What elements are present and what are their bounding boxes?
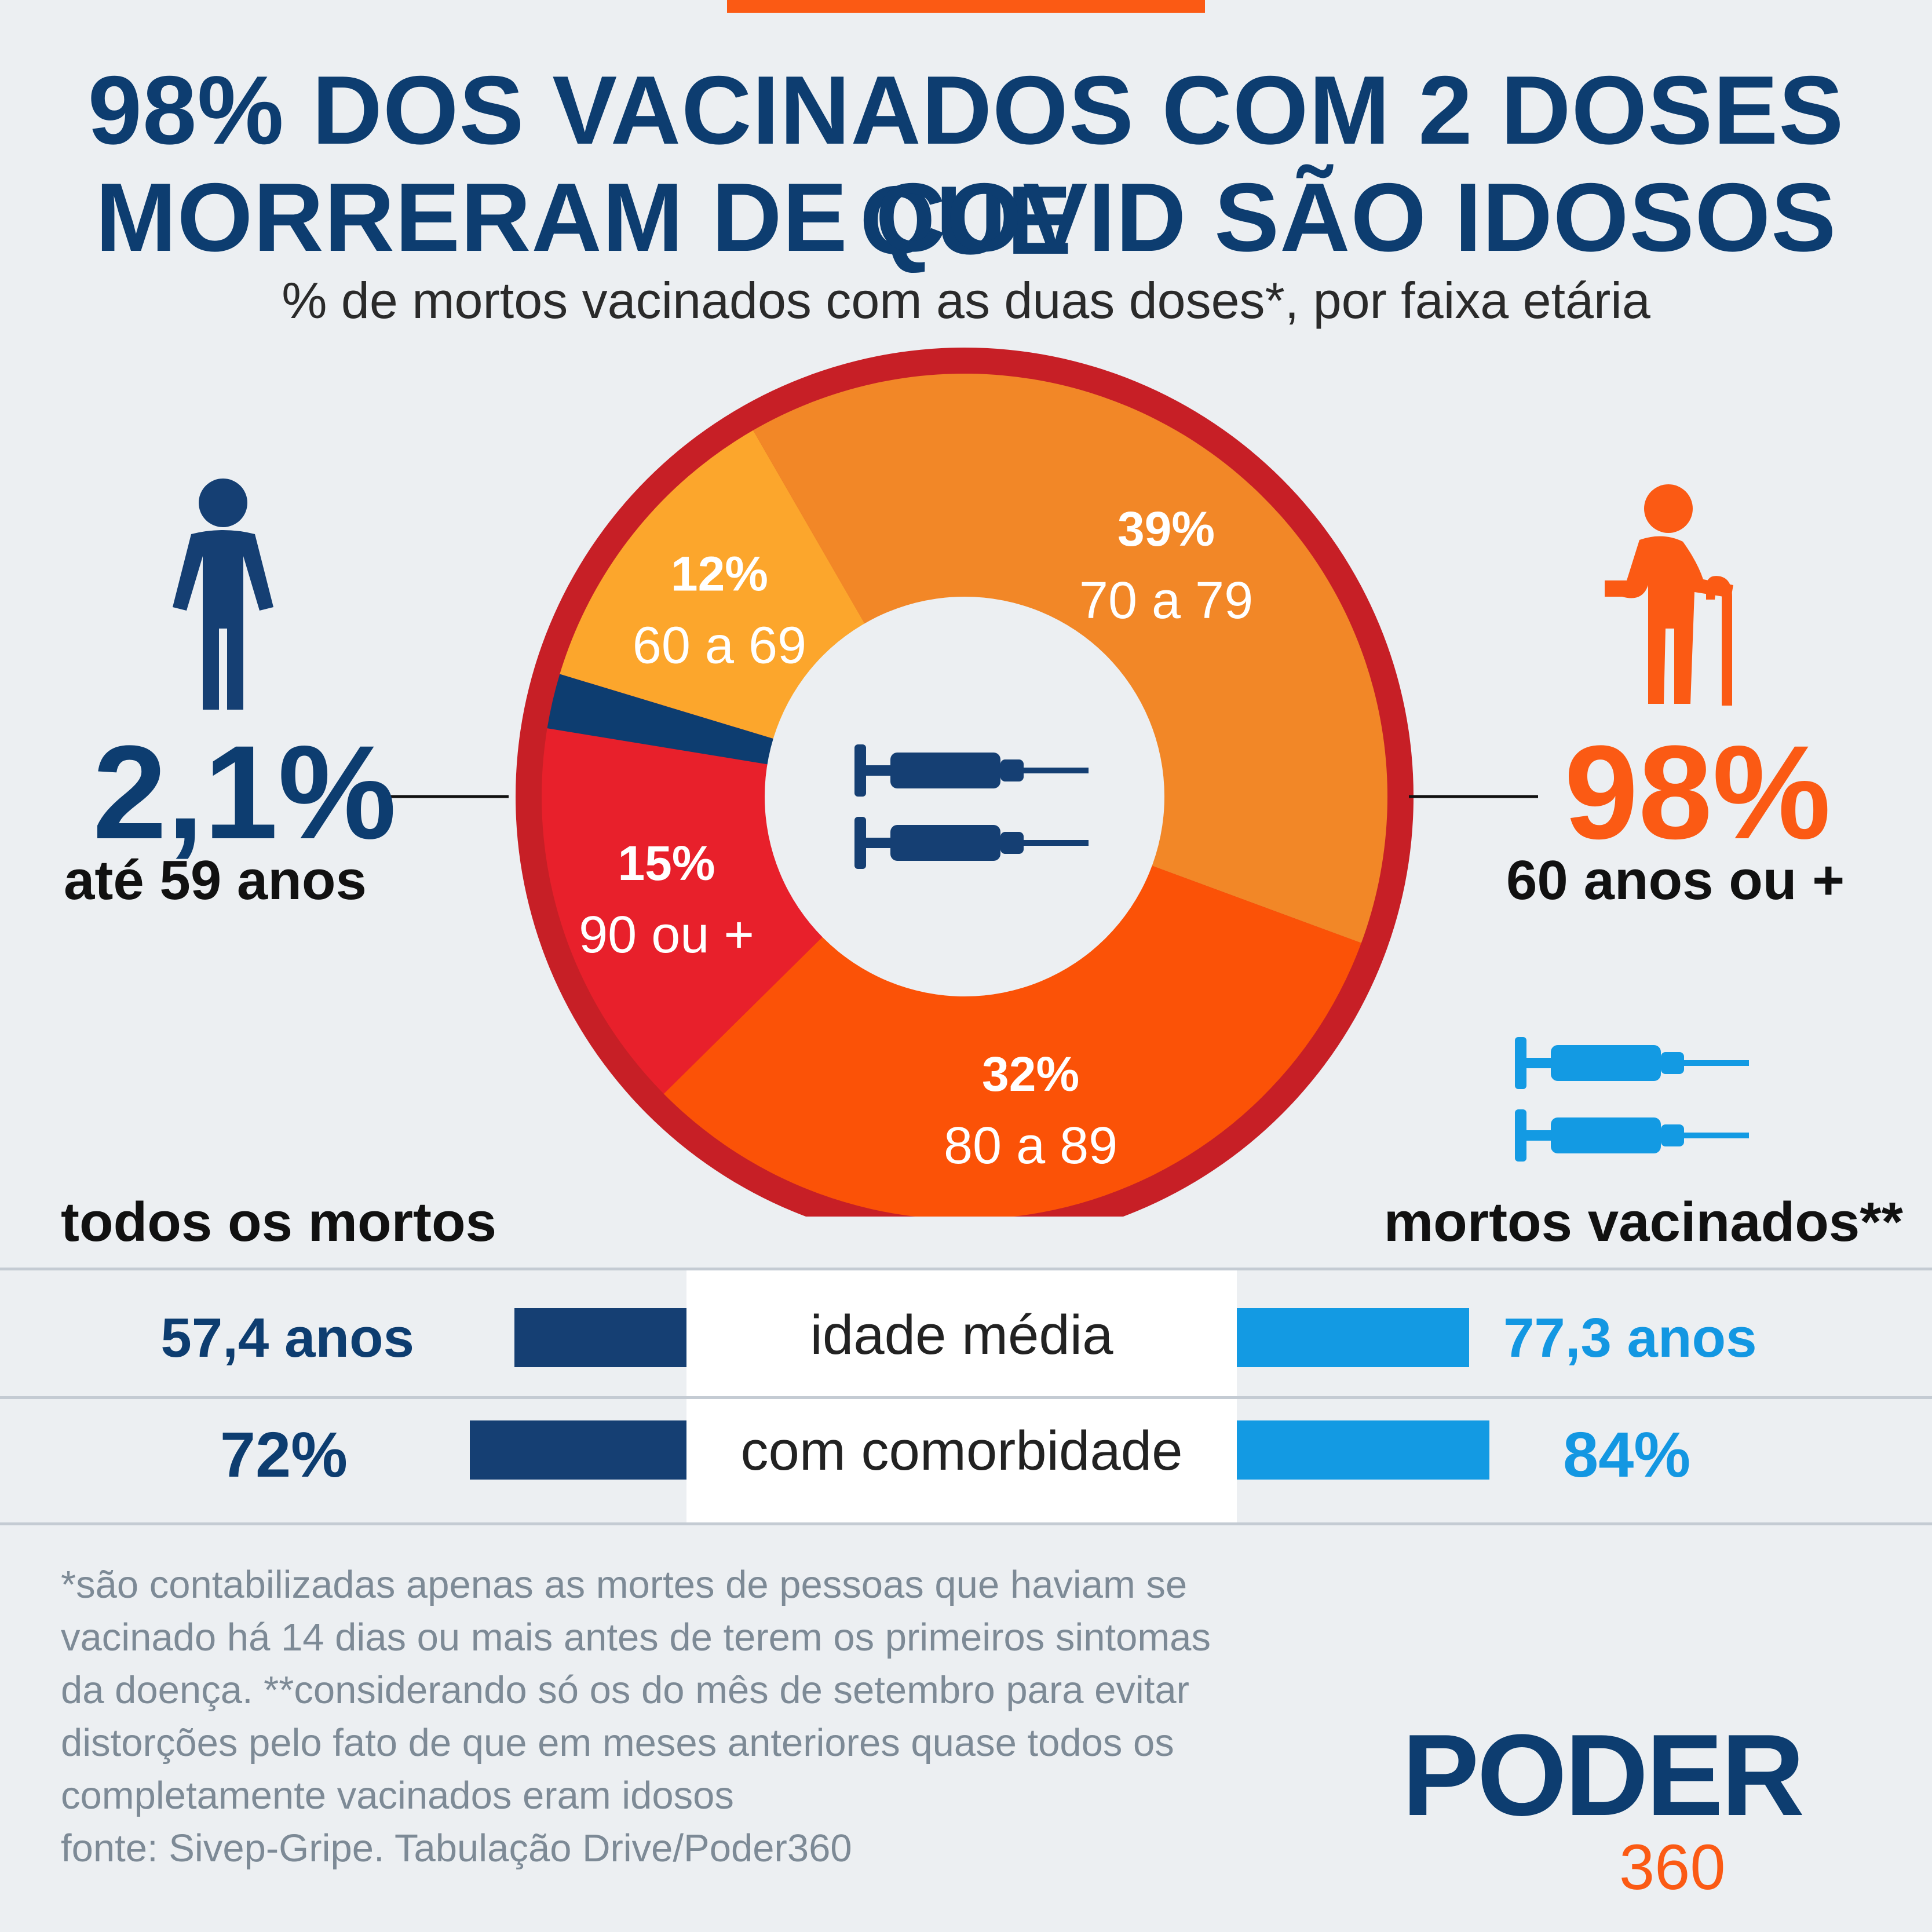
bar-left-comorbidade	[470, 1420, 686, 1480]
divider-middle	[0, 1396, 1932, 1399]
right-column-header: mortos vacinados**	[1383, 1191, 1903, 1253]
bar-right-comorbidade	[1237, 1420, 1489, 1480]
slice-value-label: 39%	[1117, 502, 1215, 556]
subtitle: % de mortos vacinados com as duas doses*…	[282, 272, 1650, 329]
top-accent-bar	[727, 0, 1205, 13]
bar-left-idade	[514, 1308, 686, 1367]
footnote-line: completamente vacinados eram idosos	[61, 1774, 734, 1817]
syringe-icon	[1515, 1037, 1749, 1089]
logo-wordmark: PODER	[1402, 1711, 1805, 1840]
elderly-person-icon	[1605, 484, 1733, 706]
left-callout-value: 2,1%	[93, 718, 397, 867]
person-icon	[173, 479, 273, 710]
divider-top	[0, 1268, 1932, 1270]
slice-value-label: 15%	[618, 836, 715, 890]
right-value-comorbidade: 84%	[1563, 1419, 1691, 1491]
donut-slice	[663, 797, 1361, 1217]
right-callout-label: 60 anos ou +	[1506, 849, 1845, 911]
left-value-comorbidade: 72%	[220, 1419, 348, 1491]
row-label-box	[686, 1399, 1237, 1522]
donut-slice-labels: 39% 70 a 79 32% 80 a 89 15% 90 ou + 12% 60 a 69	[579, 502, 1253, 1175]
slice-category-label: 70 a 79	[1079, 572, 1253, 630]
bar-right-idade	[1237, 1308, 1469, 1367]
footnote-line: da doença. **considerando só os do mês d…	[61, 1668, 1189, 1712]
slice-value-label: 32%	[982, 1047, 1079, 1101]
footnote-line: vacinado há 14 dias ou mais antes de ter…	[61, 1616, 1211, 1659]
footnote: *são contabilizadas apenas as mortes de …	[61, 1558, 1451, 1875]
footnote-line: distorções pelo fato de que em meses ant…	[61, 1721, 1174, 1765]
title-line-2: MORRERAM DE COVID SÃO IDOSOS	[95, 163, 1837, 272]
donut-hole	[765, 597, 1164, 996]
right-callout-value: 98%	[1564, 718, 1831, 867]
slice-category-label: 60 a 69	[633, 616, 806, 674]
left-column-header: todos os mortos	[61, 1191, 497, 1253]
left-callout-label: até 59 anos	[64, 849, 367, 911]
footnote-line: *são contabilizadas apenas as mortes de …	[61, 1563, 1188, 1606]
syringe-icon	[1515, 1109, 1749, 1162]
donut-chart: 39% 70 a 79 32% 80 a 89 15% 90 ou + 12% 60 a 69	[173, 348, 1749, 1217]
row-label-box	[686, 1270, 1237, 1396]
title-line-1: 98% DOS VACINADOS COM 2 DOSES QUE	[87, 56, 1845, 275]
logo-number: 360	[1619, 1832, 1726, 1903]
row-label-comorbidade: com comorbidade	[740, 1420, 1183, 1482]
slice-category-label: 80 a 89	[944, 1117, 1117, 1175]
right-value-idade: 77,3 anos	[1503, 1307, 1757, 1369]
slice-category-label: 90 ou +	[579, 906, 754, 964]
slice-value-label: 12%	[671, 546, 768, 601]
row-label-idade-media: idade média	[810, 1304, 1113, 1366]
footnote-source: fonte: Sivep-Gripe. Tabulação Drive/Pode…	[61, 1827, 852, 1870]
left-value-idade: 57,4 anos	[160, 1307, 414, 1369]
syringe-icon	[854, 817, 1089, 869]
divider-bottom	[0, 1522, 1932, 1525]
syringe-icon	[854, 744, 1089, 797]
